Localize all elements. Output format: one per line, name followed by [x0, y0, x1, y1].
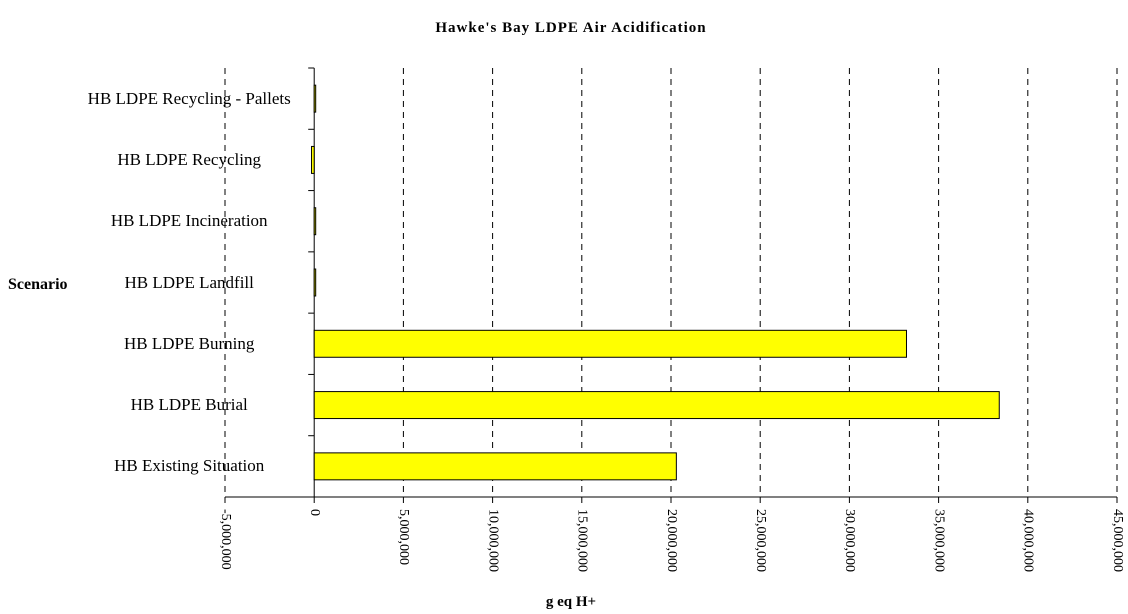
x-axis-title: g eq H+	[546, 594, 596, 610]
y-tick-label: HB LDPE Incineration	[110, 211, 268, 231]
bar	[311, 145, 315, 174]
y-tick-label: HB LDPE Recycling - Pallets	[87, 88, 291, 108]
y-tick-label: HB LDPE Landfill	[124, 272, 254, 292]
x-tick-label: 25,000,000	[753, 509, 768, 572]
x-tick-label: 30,000,000	[842, 509, 857, 572]
y-tick-label: HB LDPE Recycling	[117, 149, 261, 169]
y-tick-label: HB LDPE Burning	[124, 333, 255, 353]
y-tick-label: HB Existing Situation	[114, 456, 265, 476]
x-tick-label: 40,000,000	[1021, 509, 1036, 572]
bar	[313, 84, 317, 113]
chart-title: Hawke's Bay LDPE Air Acidification	[435, 20, 706, 36]
x-tick-label: 5,000,000	[396, 509, 411, 565]
x-tick-label: 20,000,000	[664, 509, 679, 572]
y-tick-label: HB LDPE Burial	[130, 395, 248, 415]
bar	[313, 207, 317, 236]
x-tick-label: -5,000,000	[218, 509, 233, 570]
bar	[313, 329, 907, 358]
bar	[313, 452, 677, 481]
bar	[313, 391, 1000, 420]
x-tick-label: 15,000,000	[575, 509, 590, 572]
bar	[313, 268, 317, 297]
x-tick-label: 45,000,000	[1110, 509, 1125, 572]
x-tick-label: 35,000,000	[931, 509, 946, 572]
y-axis-title: Scenario	[8, 276, 68, 293]
x-tick-label: 0	[307, 509, 322, 516]
x-tick-label: 10,000,000	[485, 509, 500, 572]
